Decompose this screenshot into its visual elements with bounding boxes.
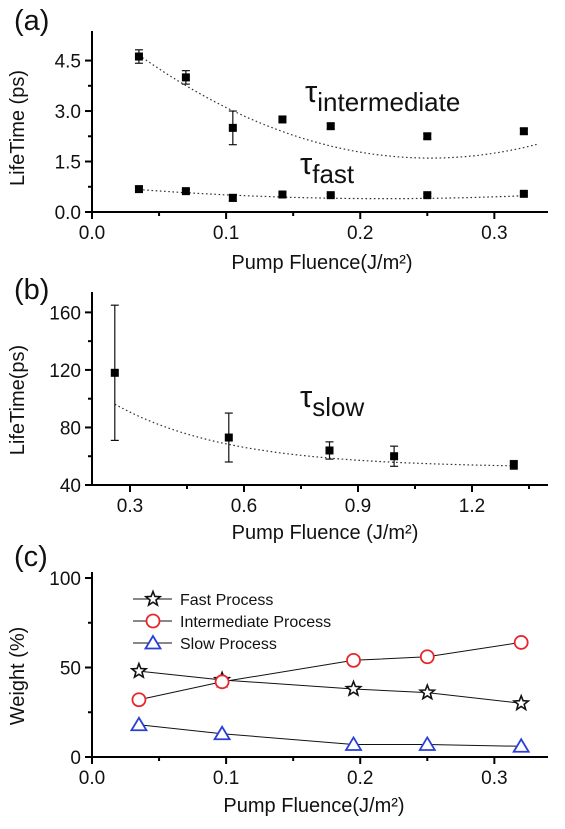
- panel-a-xtick-label: 0.3: [481, 223, 507, 244]
- panel-a-fast-fit-curve: [138, 188, 524, 200]
- panel-c-xtick-label: 0.3: [481, 768, 507, 789]
- panel-c-slow-process-line: [138, 724, 522, 747]
- panel-b-xtick-label: 0.6: [231, 496, 257, 517]
- panel-c-fast-process-point: [511, 693, 531, 712]
- panel-a-fast-point: [228, 193, 237, 202]
- panel-c-slow-process-point: [418, 735, 437, 751]
- panel-a-fast-point: [181, 187, 190, 196]
- panel-a-fast-point: [278, 190, 287, 199]
- panel-c-xlabel: Pump Fluence(J/m²): [223, 795, 404, 817]
- legend-marker: [143, 634, 163, 650]
- panel-a-intermediate-series-label: τintermediate: [305, 74, 460, 117]
- panel-a-intermediate-point: [134, 52, 143, 61]
- panel-b-slow-series-label: τslow: [300, 379, 364, 422]
- panel-a-ytick-label: 0.0: [55, 203, 81, 224]
- panel-a-fast-point: [423, 191, 432, 200]
- panel-a-intermediate-point: [326, 122, 335, 131]
- panel-b-xtick-label: 1.2: [459, 496, 485, 517]
- panel-a-fast-point: [519, 189, 528, 198]
- panel-b-ytick-label: 40: [60, 476, 81, 497]
- panel-a-intermediate-point: [278, 115, 287, 124]
- panel-c: (c) Weight (%) Pump Fluence(J/m²) 0 50 100…: [7, 541, 548, 817]
- legend-marker: [143, 589, 163, 607]
- panel-a-intermediate-point: [181, 73, 190, 82]
- panel-c-xtick-label: 0.1: [213, 768, 239, 789]
- legend-label: Slow Process: [180, 636, 277, 653]
- panel-b-ylabel: LifeTime(ps): [7, 345, 29, 455]
- panel-b-xtick-label: 0.3: [117, 496, 143, 517]
- panel-c-xtick-label: 0.0: [79, 768, 105, 789]
- panel-a-intermediate-point: [519, 127, 528, 136]
- legend-label: Intermediate Process: [180, 614, 331, 631]
- panel-a-xtick-label: 0.1: [213, 223, 239, 244]
- panel-c-fast-process-point: [418, 682, 437, 701]
- panel-a-fast-point: [326, 191, 335, 200]
- panel-c-xtick-label: 0.2: [347, 768, 373, 789]
- panel-c-slow-process-point: [129, 716, 149, 732]
- panel-b-slow-point: [110, 368, 119, 377]
- panel-a-fast-point: [134, 185, 143, 194]
- panel-b-slow-point: [224, 433, 233, 442]
- panel-a-ytick-label: 4.5: [55, 52, 81, 73]
- panel-a-xtick-label: 0.2: [347, 223, 373, 244]
- panel-c-intermediate-process-point: [419, 649, 435, 665]
- panel-a-ylabel: LifeTime (ps): [7, 70, 29, 186]
- panel-c-slow-process-point: [344, 735, 363, 751]
- panel-a: (a) LifeTime (ps) Pump Fluence(J/m²) 0.0…: [7, 5, 548, 274]
- panel-a-intermediate-point: [423, 132, 432, 141]
- panel-a-ytick-label: 3.0: [55, 102, 81, 123]
- panel-b-ytick-label: 120: [49, 361, 81, 382]
- panel-label-b: (b): [14, 274, 49, 306]
- panel-c-intermediate-process-point: [214, 674, 230, 690]
- panel-c-intermediate-process-point: [346, 652, 361, 668]
- legend-marker: [145, 613, 161, 629]
- panel-label-c: (c): [14, 541, 48, 573]
- panel-b: (b) LifeTime(ps) Pump Fluence (J/m²) 40 8…: [7, 274, 548, 544]
- panel-b-ytick-label: 160: [49, 303, 81, 324]
- panel-c-ytick-label: 100: [49, 569, 81, 590]
- panel-b-xtick-label: 0.9: [345, 496, 371, 517]
- panel-b-ytick-label: 80: [60, 418, 81, 439]
- panel-a-intermediate-point: [228, 123, 237, 132]
- panel-a-xlabel: Pump Fluence(J/m²): [231, 252, 412, 274]
- legend-label: Fast Process: [180, 592, 273, 609]
- panel-a-ytick-label: 1.5: [55, 153, 81, 174]
- panel-b-xlabel: Pump Fluence (J/m²): [232, 522, 419, 544]
- panel-b-slow-fit-curve: [114, 403, 514, 467]
- panel-label-a: (a): [14, 5, 49, 37]
- panel-c-ytick-label: 50: [60, 659, 81, 680]
- panel-a-xtick-label: 0.0: [79, 223, 105, 244]
- panel-c-fast-process-point: [129, 661, 149, 679]
- panel-c-ylabel: Weight (%): [7, 627, 29, 726]
- panel-b-slow-point: [325, 446, 334, 455]
- panel-c-fast-process-point: [344, 679, 363, 697]
- panel-b-slow-point: [509, 460, 518, 469]
- panel-c-slow-process-point: [213, 724, 232, 741]
- panel-c-intermediate-process-point: [131, 692, 147, 708]
- panel-c-ytick-label: 0: [70, 748, 81, 769]
- panel-c-intermediate-process-point: [513, 635, 529, 650]
- panel-a-fast-series-label: τfast: [300, 146, 355, 189]
- panel-b-slow-point: [390, 452, 399, 461]
- panel-c-slow-process-point: [512, 737, 531, 753]
